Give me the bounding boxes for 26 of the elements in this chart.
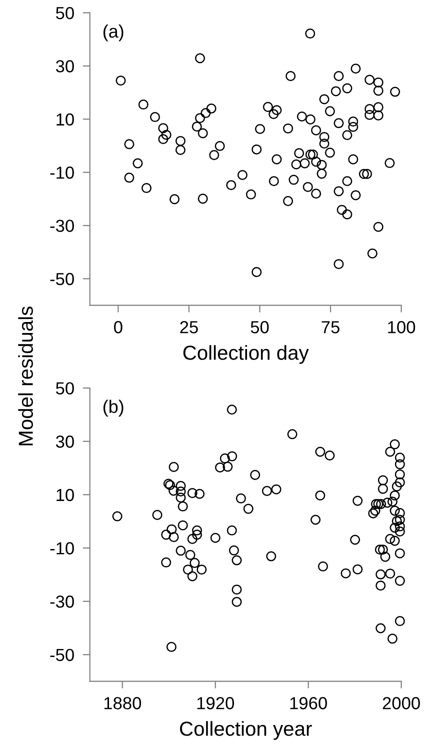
- x-tick-label: 1920: [197, 697, 234, 710]
- y-tick-label: -50: [50, 648, 74, 662]
- y-tick-label: -10: [50, 542, 74, 554]
- y-tick-label: -30: [50, 220, 74, 232]
- x-axis-title: Collection year: [180, 721, 312, 740]
- y-tick-label: 30: [56, 60, 74, 72]
- y-tick-label: 50: [56, 6, 74, 20]
- x-tick-label: 75: [322, 321, 340, 334]
- x-tick-label: 25: [180, 321, 198, 334]
- x-tick-label: 1880: [104, 697, 142, 710]
- y-tick-label: -30: [50, 595, 74, 608]
- y-tick-label: 10: [56, 488, 74, 502]
- y-tick-label: 30: [56, 436, 74, 448]
- y-tick-label: 10: [56, 113, 74, 126]
- annotation: (b): [103, 400, 124, 417]
- x-tick-label: 1960: [290, 697, 327, 710]
- y-tick-label: -10: [50, 166, 74, 179]
- x-tick-label: 100: [388, 321, 416, 334]
- x-axis-title: Collection day: [183, 345, 309, 364]
- x-tick-label: 2000: [382, 697, 420, 710]
- x-tick-label: 50: [250, 321, 269, 334]
- y-axis-title: Model residuals: [18, 306, 33, 446]
- y-tick-label: -50: [50, 272, 74, 286]
- x-tick-label: 0: [114, 321, 122, 334]
- y-tick-label: 50: [56, 382, 74, 394]
- annotation: (a): [103, 24, 124, 42]
